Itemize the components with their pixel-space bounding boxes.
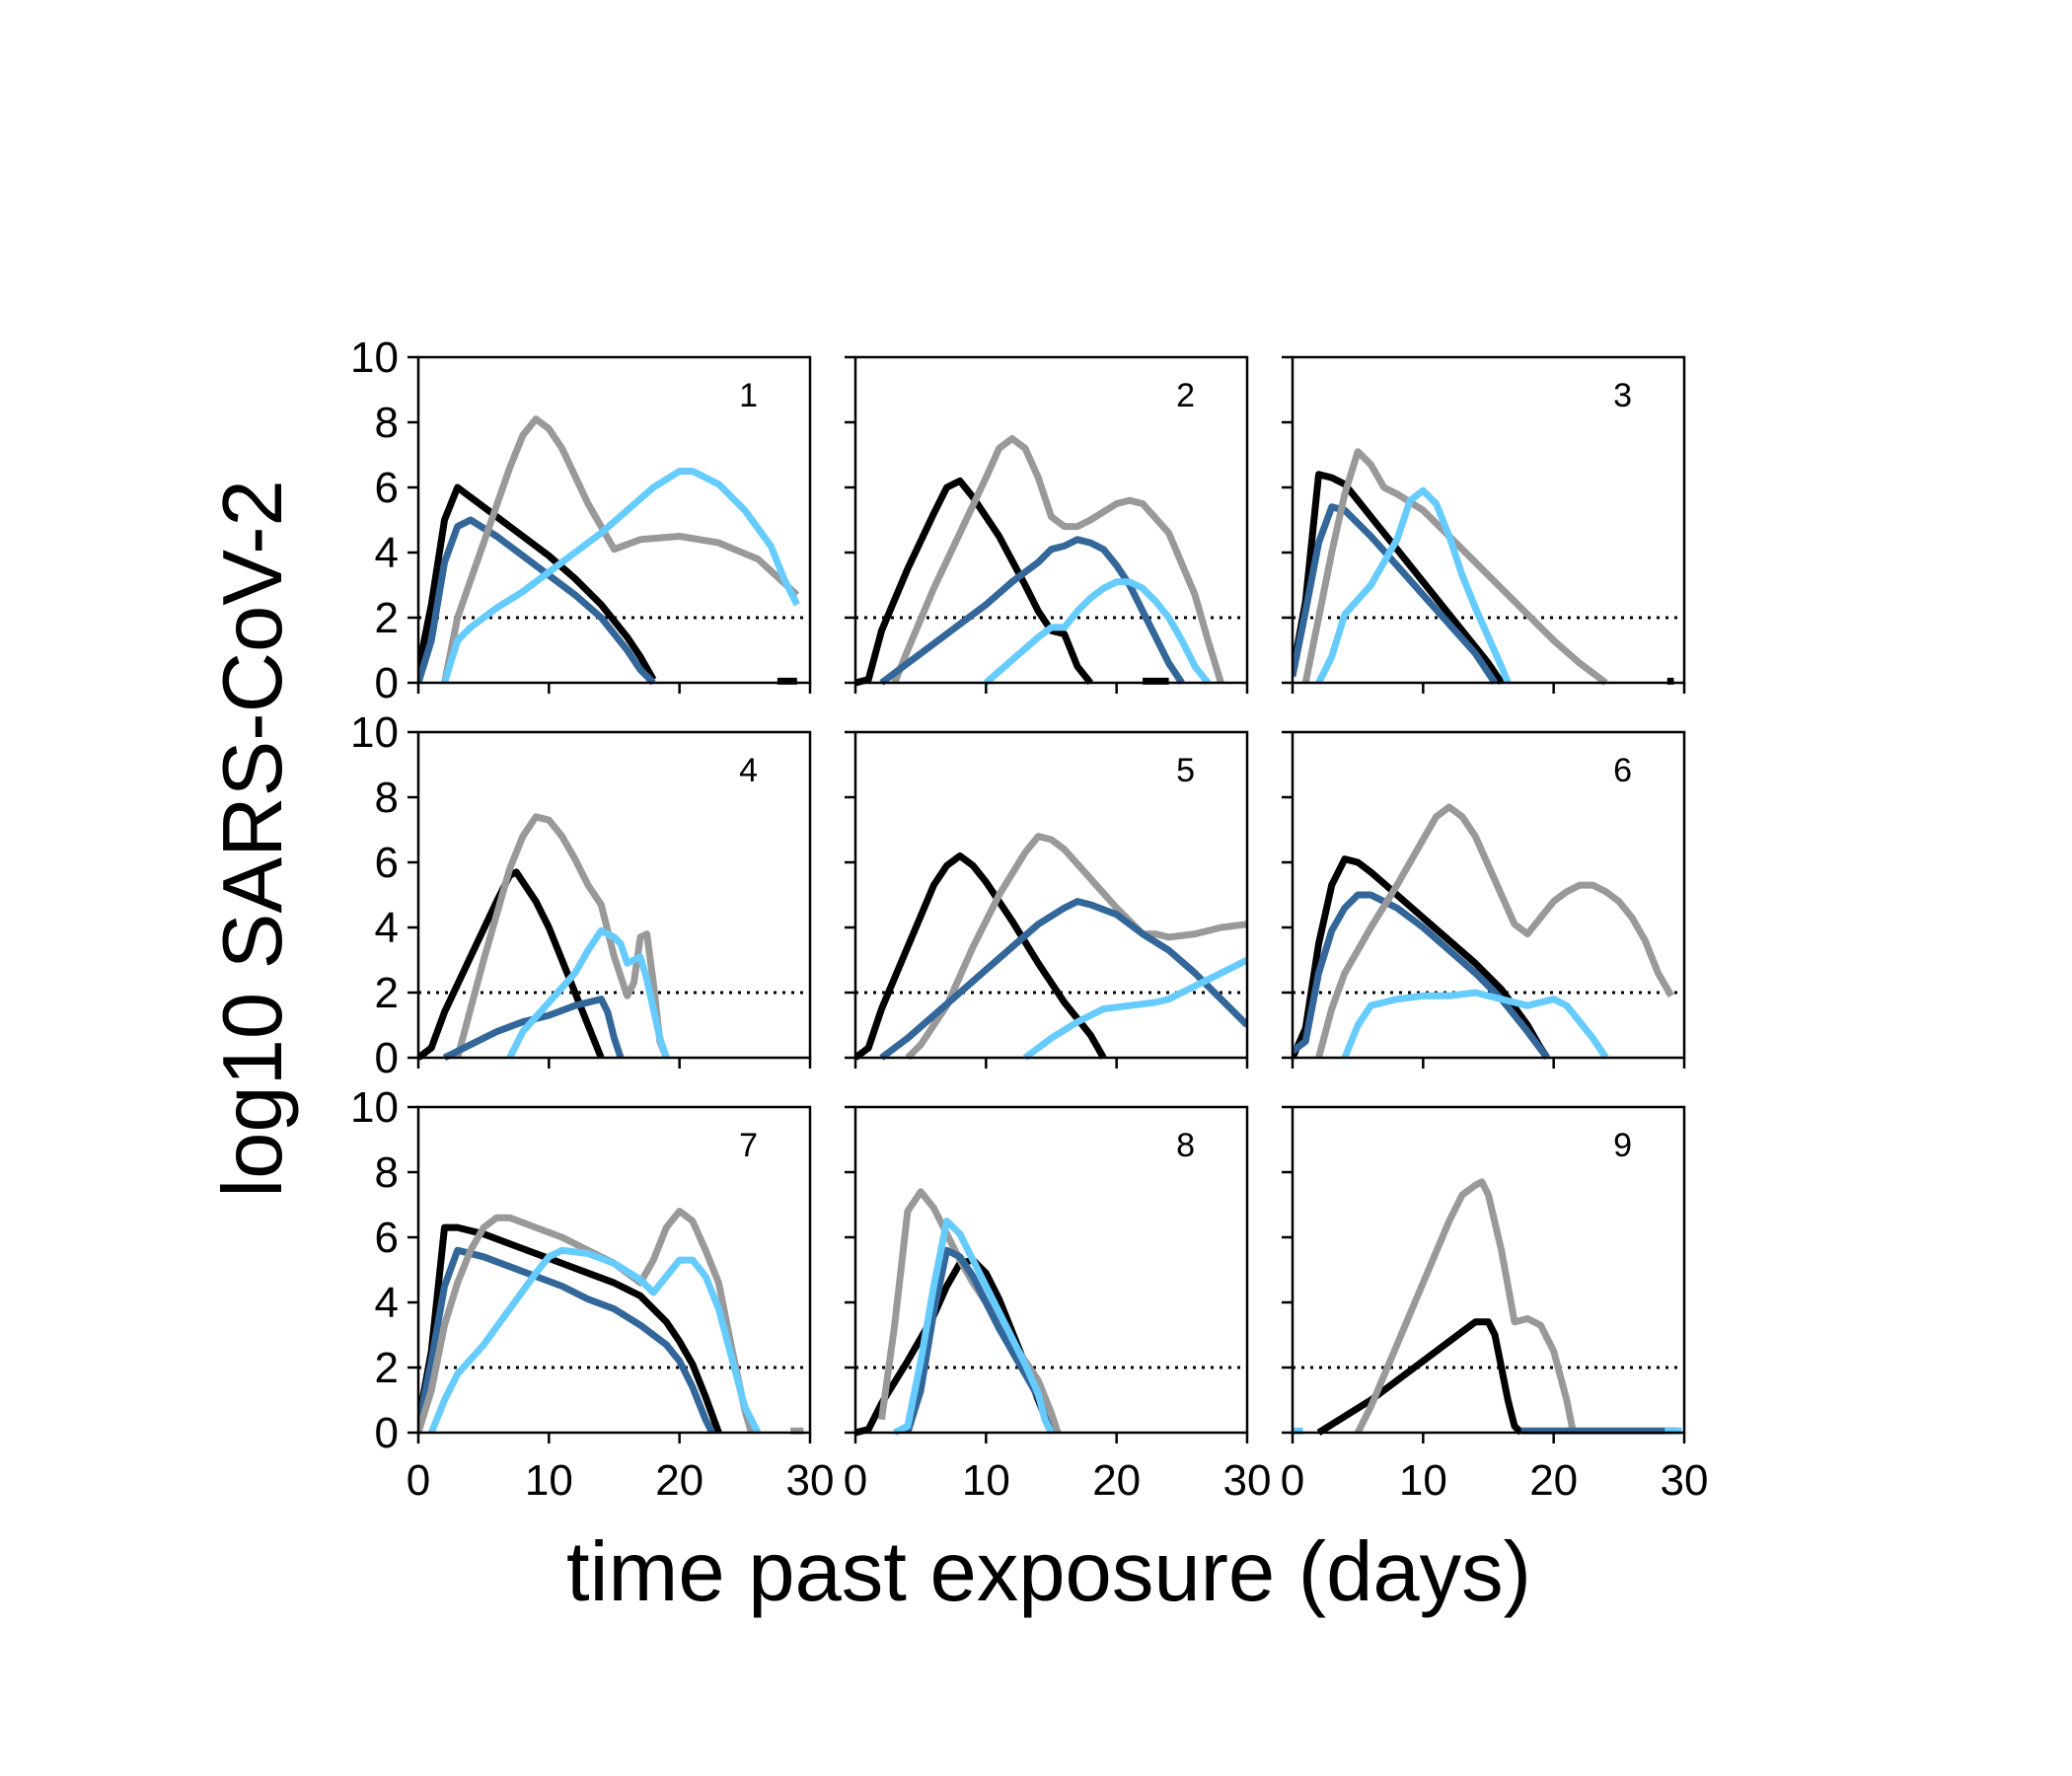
series-line-dark_blue bbox=[1293, 503, 1499, 685]
series-line-black bbox=[418, 868, 605, 1061]
panel-1: 0 2 4 6 8 10 1 bbox=[350, 333, 812, 707]
y-tick-label: 2 bbox=[375, 969, 399, 1017]
x-axis-label: time past exposure (days) bbox=[566, 1525, 1531, 1619]
x-tick-label: 0 bbox=[407, 1456, 430, 1505]
panel-3: 3 bbox=[1282, 355, 1686, 694]
panel-frame bbox=[416, 730, 812, 1060]
y-tick-label: 10 bbox=[350, 1083, 399, 1132]
series-line-dark_blue bbox=[418, 516, 656, 686]
panel-frame bbox=[1291, 1105, 1686, 1435]
series-line-dark_blue bbox=[879, 536, 1185, 686]
series-line-black bbox=[1293, 471, 1505, 685]
panel-label: 6 bbox=[1613, 752, 1632, 789]
series-group bbox=[1293, 803, 1674, 1061]
series-line-light_blue bbox=[984, 578, 1212, 686]
panel-8: 0 10 20 30 8 bbox=[844, 1105, 1272, 1505]
panel-label: 4 bbox=[739, 752, 758, 789]
panel-5: 5 bbox=[845, 730, 1249, 1069]
panel-label: 8 bbox=[1176, 1127, 1195, 1164]
series-line-black bbox=[855, 851, 1107, 1061]
series-line-gray bbox=[441, 415, 800, 684]
series-group bbox=[418, 813, 670, 1062]
y-tick-label: 4 bbox=[375, 904, 399, 952]
series-line-dark_blue bbox=[418, 1246, 715, 1435]
x-tick-label: 30 bbox=[786, 1456, 835, 1505]
series-line-black bbox=[1293, 855, 1550, 1060]
series-line-black bbox=[855, 477, 1093, 687]
y-tick-label: 0 bbox=[375, 1034, 399, 1082]
y-axis-label: log10 SARS-CoV-2 bbox=[206, 480, 300, 1198]
series-line-black bbox=[418, 1223, 722, 1435]
y-tick-label: 0 bbox=[375, 659, 399, 707]
x-tick-label: 20 bbox=[655, 1456, 703, 1505]
series-line-gray bbox=[905, 833, 1247, 1061]
x-tick-label: 10 bbox=[525, 1456, 573, 1505]
panel-label: 7 bbox=[739, 1127, 758, 1164]
series-line-light_blue bbox=[427, 1246, 762, 1435]
x-tick-label: 10 bbox=[962, 1456, 1010, 1505]
series-line-gray bbox=[891, 435, 1224, 685]
y-tick-label: 8 bbox=[375, 1148, 399, 1197]
panel-label: 5 bbox=[1176, 752, 1195, 789]
series-line-light_blue bbox=[506, 926, 670, 1060]
panel-frame bbox=[1291, 355, 1686, 685]
series-group bbox=[855, 833, 1247, 1061]
panel-frame bbox=[853, 730, 1249, 1060]
x-tick-label: 20 bbox=[1092, 1456, 1141, 1505]
y-tick-label: 8 bbox=[375, 399, 399, 447]
panel-label: 3 bbox=[1613, 377, 1632, 414]
panel-frame bbox=[416, 355, 812, 685]
x-tick-label: 0 bbox=[1281, 1456, 1304, 1505]
series-line-dark_blue bbox=[442, 996, 625, 1062]
series-group bbox=[855, 435, 1224, 687]
panel-6: 6 bbox=[1282, 730, 1686, 1069]
y-tick-label: 2 bbox=[375, 594, 399, 642]
series-line-light_blue bbox=[1341, 989, 1609, 1060]
panel-label: 1 bbox=[739, 377, 758, 414]
series-group bbox=[418, 415, 800, 686]
panel-9: 0 10 20 30 9 bbox=[1281, 1105, 1709, 1505]
y-tick-label: 8 bbox=[375, 774, 399, 822]
y-tick-label: 6 bbox=[375, 839, 399, 887]
series-group bbox=[1293, 448, 1674, 686]
series-group bbox=[855, 1188, 1062, 1437]
series-line-black bbox=[418, 483, 657, 682]
series-group bbox=[418, 1208, 804, 1435]
y-tick-label: 4 bbox=[375, 1279, 399, 1327]
x-tick-label: 0 bbox=[844, 1456, 867, 1505]
y-tick-label: 10 bbox=[350, 708, 399, 757]
panel-4: 0 2 4 6 8 10 4 bbox=[350, 708, 812, 1082]
panel-frame bbox=[416, 1105, 812, 1435]
series-line-light_blue bbox=[1315, 486, 1512, 685]
y-tick-label: 10 bbox=[350, 333, 399, 382]
x-tick-label: 10 bbox=[1399, 1456, 1447, 1505]
panel-2: 2 bbox=[845, 355, 1249, 694]
panel-label: 2 bbox=[1176, 377, 1195, 414]
y-tick-label: 4 bbox=[375, 529, 399, 577]
series-group bbox=[1293, 1178, 1682, 1436]
panel-7: 0 2 4 6 8 10 0 10 20 30 7 bbox=[350, 1083, 834, 1505]
series-line-light_blue bbox=[893, 1218, 1055, 1437]
x-tick-label: 20 bbox=[1529, 1456, 1578, 1505]
panel-label: 9 bbox=[1613, 1127, 1632, 1164]
series-line-gray bbox=[454, 813, 670, 1060]
series-line-dark_blue bbox=[879, 898, 1247, 1061]
y-tick-label: 6 bbox=[375, 1214, 399, 1262]
series-line-light_blue bbox=[1022, 956, 1247, 1061]
x-tick-label: 30 bbox=[1661, 1456, 1709, 1505]
y-tick-label: 0 bbox=[375, 1409, 399, 1457]
y-tick-label: 2 bbox=[375, 1344, 399, 1392]
series-line-gray bbox=[1355, 1178, 1577, 1435]
series-line-light_blue bbox=[441, 468, 800, 685]
panel-frame bbox=[1291, 730, 1686, 1060]
series-line-gray bbox=[1315, 803, 1674, 1059]
x-tick-label: 30 bbox=[1223, 1456, 1272, 1505]
y-tick-label: 6 bbox=[375, 464, 399, 512]
panel-frame bbox=[853, 355, 1249, 685]
panel-frame bbox=[853, 1105, 1249, 1435]
